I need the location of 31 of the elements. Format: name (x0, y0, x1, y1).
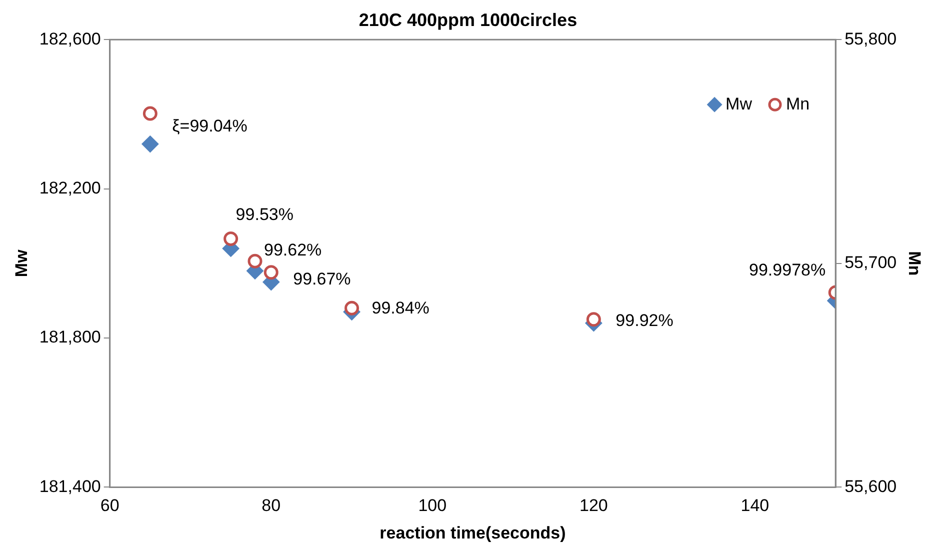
annotation: 99.53% (236, 205, 294, 224)
annotation: 99.84% (372, 298, 430, 318)
annotation: 99.9978% (749, 260, 826, 280)
annotation: 99.62% (264, 240, 322, 260)
y-tick-label: 181,800 (39, 328, 101, 347)
x-tick-label: 80 (262, 496, 281, 516)
y2-axis-title: Mn (905, 251, 924, 276)
y-tick-label: 182,200 (39, 178, 101, 198)
x-tick-label: 100 (418, 496, 447, 516)
point (142, 106, 158, 121)
y-tick-label: 182,600 (39, 29, 101, 48)
y2-tick-label: 55,700 (844, 253, 897, 272)
x-tick-label: 60 (100, 496, 120, 516)
chart-title: 210C 400ppm 1000circles (358, 10, 578, 30)
x-tick-label: 140 (740, 496, 770, 516)
y-axis-title: Mw (12, 248, 31, 278)
legend-label: Mw (726, 94, 753, 114)
y2-tick-label: 55,800 (844, 29, 897, 48)
y2-tick-label: 55,600 (844, 476, 897, 496)
x-axis-title: reaction time(seconds) (380, 523, 566, 542)
x-tick-label: 120 (580, 496, 608, 516)
annotation: 99.92% (616, 310, 674, 330)
annotation: 99.67% (293, 270, 351, 289)
legend-label: Mn (786, 94, 810, 114)
point (248, 254, 262, 268)
point (344, 300, 360, 316)
y-tick-label: 181,400 (39, 476, 101, 496)
annotation: ξ=99.04% (172, 116, 248, 136)
point (264, 265, 278, 280)
point (142, 136, 159, 153)
point (224, 232, 238, 246)
